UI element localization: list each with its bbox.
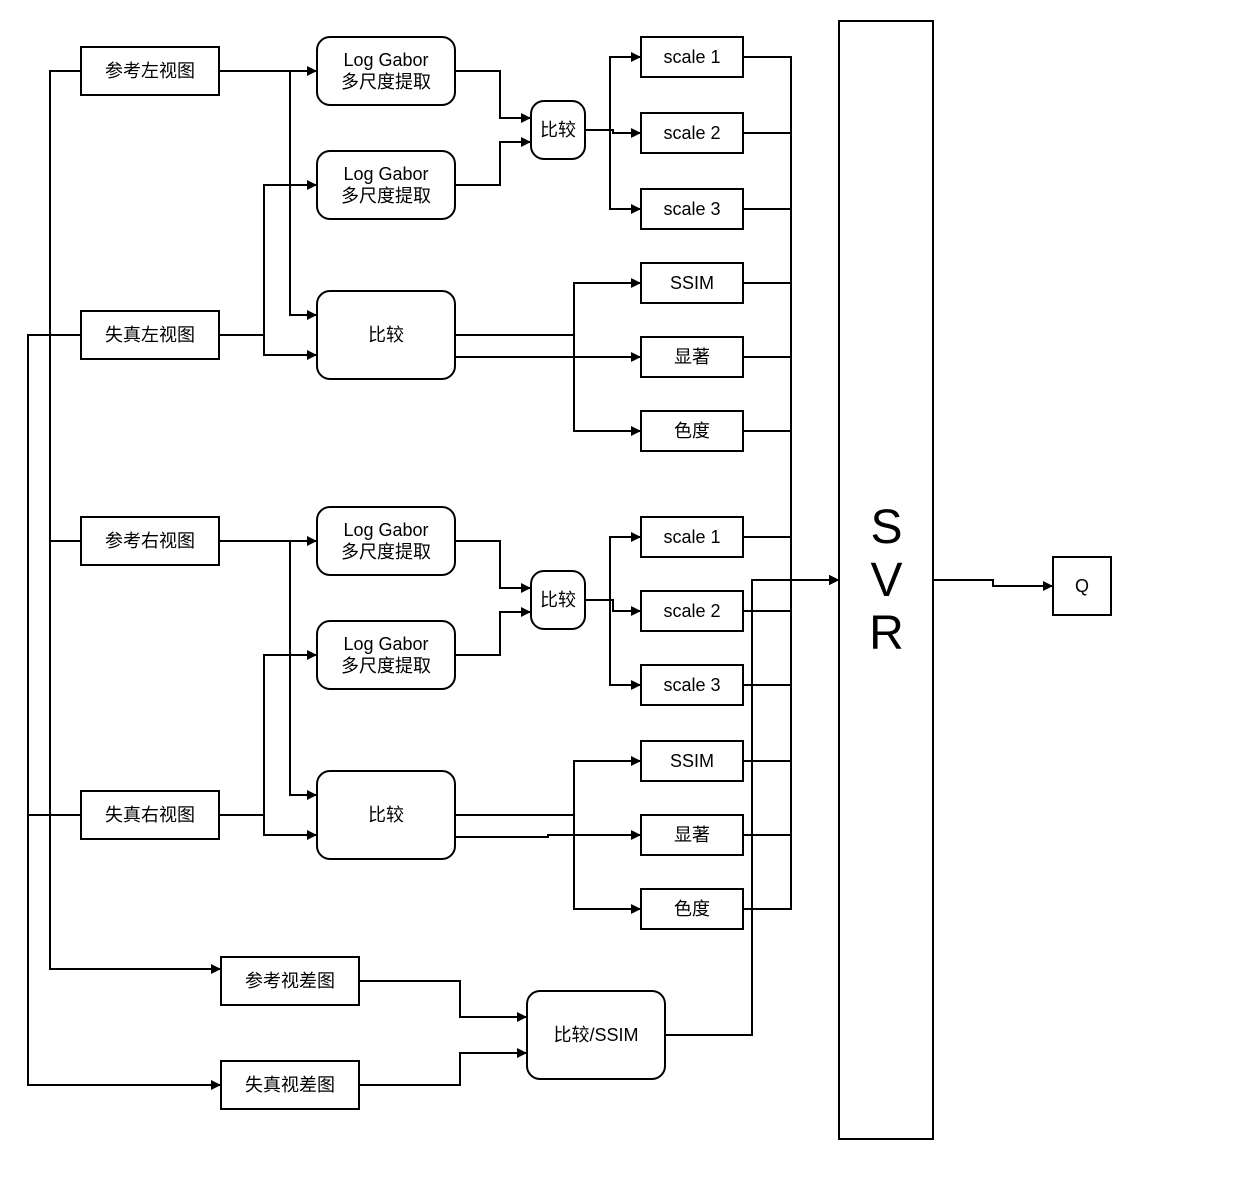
edge-cmp_right-sal_r: [456, 835, 640, 837]
node-chr_r: 色度: [640, 888, 744, 930]
edge-ref_left-cmp_left: [220, 71, 316, 315]
edge-scale1_l-svr: [744, 57, 838, 580]
edge-cmp_ssim-svr: [666, 580, 838, 1035]
edge-scale1_r-svr: [744, 537, 838, 580]
node-lg_right_ref: Log Gabor 多尺度提取: [316, 506, 456, 576]
node-scale1_l: scale 1: [640, 36, 744, 78]
node-ref_left: 参考左视图: [80, 46, 220, 96]
edge-dist_right-cmp_right: [220, 815, 316, 835]
diagram-canvas: 参考左视图失真左视图参考右视图失真右视图参考视差图失真视差图 Log Gabor …: [0, 0, 1240, 1179]
edge-dist_right-dist_disp: [28, 815, 220, 1085]
edge-ref_right-ref_disp: [50, 541, 220, 969]
edge-dist_disp-cmp_ssim: [360, 1053, 526, 1085]
node-sal_r: 显著: [640, 814, 744, 856]
node-chr_l: 色度: [640, 410, 744, 452]
node-lg_right_dist: Log Gabor 多尺度提取: [316, 620, 456, 690]
edge-ssim_r-svr: [744, 580, 838, 761]
edge-dist_left-cmp_left: [220, 335, 316, 355]
node-cmp_left_lg: 比较: [530, 100, 586, 160]
edge-chr_l-svr: [744, 431, 838, 580]
edge-ref_disp-cmp_ssim: [360, 981, 526, 1017]
edge-cmp_right-ssim_r: [456, 761, 640, 815]
edge-ref_right-cmp_right: [220, 541, 316, 795]
edge-dist_left-lg_left_dist: [220, 185, 316, 335]
node-lg_left_dist: Log Gabor 多尺度提取: [316, 150, 456, 220]
node-scale2_r: scale 2: [640, 590, 744, 632]
node-cmp_right_lg: 比较: [530, 570, 586, 630]
node-ssim_l: SSIM: [640, 262, 744, 304]
edge-cmp_left_lg-scale3_l: [586, 130, 640, 209]
edge-cmp_left-ssim_l: [456, 283, 640, 335]
edge-cmp_right-chr_r: [456, 815, 640, 909]
edge-scale3_l-svr: [744, 209, 838, 580]
node-ref_right: 参考右视图: [80, 516, 220, 566]
edge-cmp_right_lg-scale3_r: [586, 600, 640, 685]
edge-lg_left_dist-cmp_left_lg: [456, 142, 530, 185]
edge-lg_left_ref-cmp_left_lg: [456, 71, 530, 118]
node-dist_right: 失真右视图: [80, 790, 220, 840]
edge-lg_right_ref-cmp_right_lg: [456, 541, 530, 588]
edge-cmp_right_lg-scale2_r: [586, 600, 640, 611]
edge-cmp_left_lg-scale1_l: [586, 57, 640, 130]
edge-chr_r-svr: [744, 580, 838, 909]
node-scale3_l: scale 3: [640, 188, 744, 230]
node-scale2_l: scale 2: [640, 112, 744, 154]
edge-scale3_r-svr: [744, 580, 838, 685]
node-cmp_left: 比较: [316, 290, 456, 380]
edge-scale2_l-svr: [744, 133, 838, 580]
node-scale1_r: scale 1: [640, 516, 744, 558]
edge-dist_left-dist_disp: [28, 335, 220, 1085]
node-cmp_right: 比较: [316, 770, 456, 860]
edge-sal_r-svr: [744, 580, 838, 835]
edge-ssim_l-svr: [744, 283, 838, 580]
edge-cmp_left-chr_l: [456, 335, 640, 431]
edge-dist_right-lg_right_dist: [220, 655, 316, 815]
node-lg_left_ref: Log Gabor 多尺度提取: [316, 36, 456, 106]
edge-cmp_right_lg-scale1_r: [586, 537, 640, 600]
edge-lg_right_dist-cmp_right_lg: [456, 612, 530, 655]
node-dist_disp: 失真视差图: [220, 1060, 360, 1110]
node-dist_left: 失真左视图: [80, 310, 220, 360]
edge-scale2_r-svr: [744, 580, 838, 611]
edge-cmp_left_lg-scale2_l: [586, 130, 640, 133]
node-cmp_ssim: 比较/SSIM: [526, 990, 666, 1080]
node-svr: SVR: [838, 20, 934, 1140]
node-ssim_r: SSIM: [640, 740, 744, 782]
node-scale3_r: scale 3: [640, 664, 744, 706]
edge-svr-q: [934, 580, 1052, 586]
node-sal_l: 显著: [640, 336, 744, 378]
node-q: Q: [1052, 556, 1112, 616]
node-ref_disp: 参考视差图: [220, 956, 360, 1006]
edge-sal_l-svr: [744, 357, 838, 580]
